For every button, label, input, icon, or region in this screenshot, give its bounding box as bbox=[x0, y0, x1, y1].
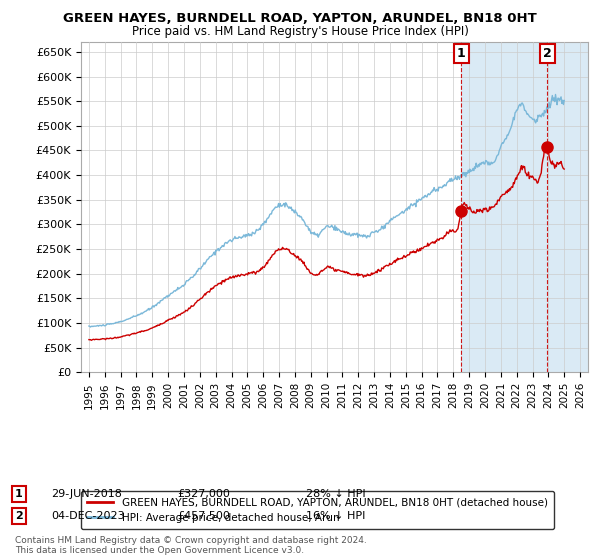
Text: 28% ↓ HPI: 28% ↓ HPI bbox=[306, 489, 365, 499]
Text: £457,500: £457,500 bbox=[177, 511, 230, 521]
Text: 2: 2 bbox=[15, 511, 23, 521]
Text: 29-JUN-2018: 29-JUN-2018 bbox=[51, 489, 122, 499]
Bar bbox=[461, 42, 588, 372]
Legend: GREEN HAYES, BURNDELL ROAD, YAPTON, ARUNDEL, BN18 0HT (detached house), HPI: Ave: GREEN HAYES, BURNDELL ROAD, YAPTON, ARUN… bbox=[81, 491, 554, 529]
Text: 2: 2 bbox=[543, 47, 551, 60]
Text: Price paid vs. HM Land Registry's House Price Index (HPI): Price paid vs. HM Land Registry's House … bbox=[131, 25, 469, 38]
Text: GREEN HAYES, BURNDELL ROAD, YAPTON, ARUNDEL, BN18 0HT: GREEN HAYES, BURNDELL ROAD, YAPTON, ARUN… bbox=[63, 12, 537, 25]
Text: Contains HM Land Registry data © Crown copyright and database right 2024.
This d: Contains HM Land Registry data © Crown c… bbox=[15, 536, 367, 555]
Text: 04-DEC-2023: 04-DEC-2023 bbox=[51, 511, 125, 521]
Text: 1: 1 bbox=[15, 489, 23, 499]
Text: 16% ↓ HPI: 16% ↓ HPI bbox=[306, 511, 365, 521]
Text: £327,000: £327,000 bbox=[177, 489, 230, 499]
Text: 1: 1 bbox=[457, 47, 466, 60]
